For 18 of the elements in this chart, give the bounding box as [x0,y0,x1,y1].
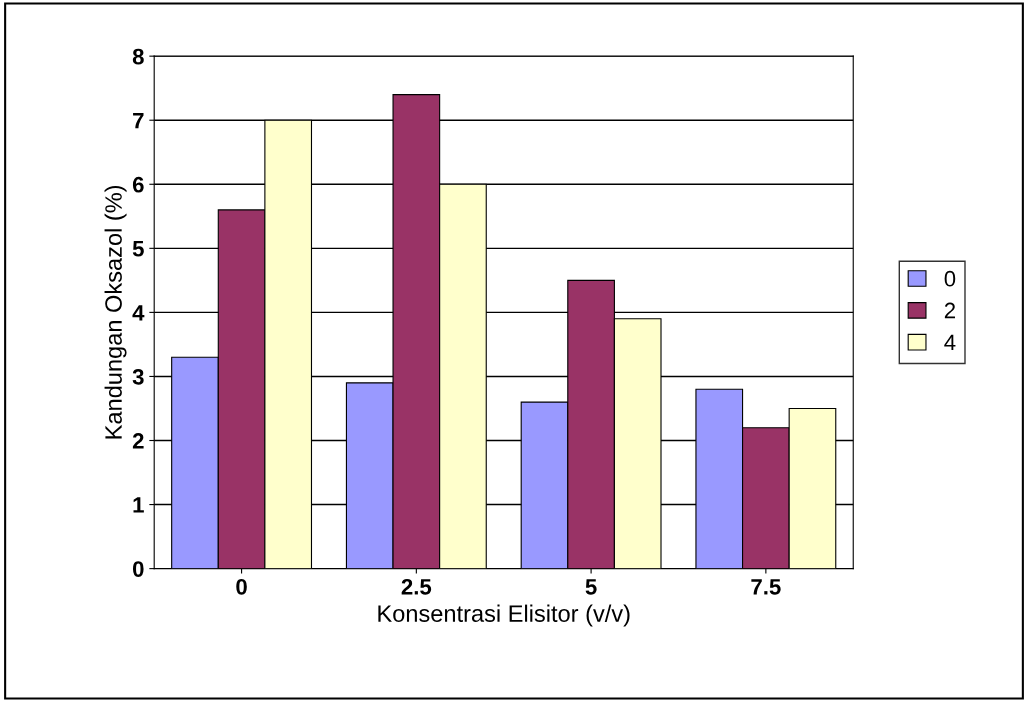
legend-label: 4 [944,334,956,350]
y-axis-title: Kandungan Oksazol (%) [104,185,127,439]
y-tick-label: 7 [133,112,144,129]
y-tick-label: 8 [132,48,144,65]
x-tick-label: 0 [236,578,247,595]
x-tick-label: 5 [585,579,597,595]
y-tick-label: 4 [132,305,145,321]
x-tick-label: 7.5 [751,579,781,595]
y-tick-label: 6 [132,176,144,193]
legend-label: 2 [944,302,955,319]
legend-label: 0 [944,270,956,287]
y-tick-label: 5 [132,241,144,257]
y-tick-label: 0 [133,561,144,577]
y-tick-label: 3 [132,368,144,385]
x-axis-title: Konsentrasi Elisitor (v/v) [378,604,630,627]
y-tick-label: 2 [132,433,144,449]
y-tick-label: 1 [133,497,144,513]
x-tick-label: 2.5 [401,578,432,595]
